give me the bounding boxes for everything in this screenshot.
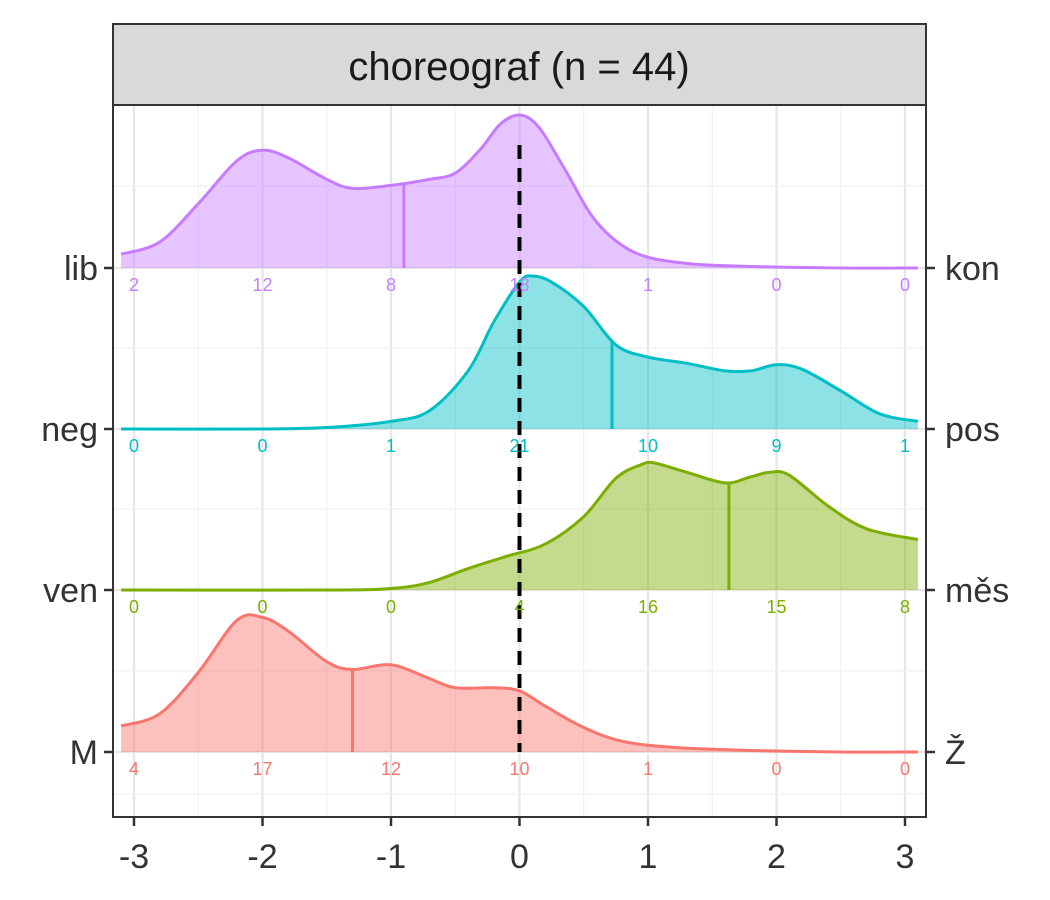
count-label: 1 xyxy=(386,436,396,456)
facet-strip-title: choreograf (n = 44) xyxy=(348,45,689,89)
y-label-right: Ž xyxy=(945,734,966,772)
count-label: 10 xyxy=(509,759,529,779)
x-tick-label: -1 xyxy=(376,838,406,876)
y-axis: lib kon neg pos ven měs M Ž xyxy=(41,250,1009,772)
count-label: 0 xyxy=(900,275,910,295)
x-tick-label: -3 xyxy=(119,838,149,876)
count-label: 0 xyxy=(129,597,139,617)
ridge-line xyxy=(121,460,919,592)
count-label: 15 xyxy=(766,597,786,617)
count-label: 16 xyxy=(638,597,658,617)
y-label-left: neg xyxy=(41,411,98,449)
count-label: 0 xyxy=(771,275,781,295)
count-label: 4 xyxy=(514,597,524,617)
y-label-left: M xyxy=(70,734,98,772)
count-label: 12 xyxy=(381,759,401,779)
count-label: 0 xyxy=(257,597,267,617)
y-label-right: kon xyxy=(945,250,1000,288)
count-label: 4 xyxy=(129,759,139,779)
count-label: 10 xyxy=(638,436,658,456)
count-label: 17 xyxy=(252,759,272,779)
count-label: 8 xyxy=(386,275,396,295)
y-label-right: pos xyxy=(945,411,1000,449)
count-labels: 2 12 8 18 1 0 00 0 1 21 10 9 10 0 0 4 16 15 84 17 12 10 1 0 0 xyxy=(129,275,910,779)
count-label: 0 xyxy=(771,759,781,779)
count-label: 9 xyxy=(771,436,781,456)
count-label: 12 xyxy=(252,275,272,295)
count-label: 0 xyxy=(257,436,267,456)
ridge-area xyxy=(121,614,918,753)
y-label-left: ven xyxy=(43,572,98,610)
x-tick-label: 3 xyxy=(896,838,915,876)
ridge-line xyxy=(120,613,918,754)
x-tick-label: 0 xyxy=(510,838,529,876)
count-label: 1 xyxy=(900,436,910,456)
count-label: 1 xyxy=(643,759,653,779)
ridge-ven xyxy=(121,460,919,592)
ridge-line xyxy=(121,274,919,431)
ridge-area xyxy=(121,462,918,591)
count-label: 8 xyxy=(900,597,910,617)
y-label-right: měs xyxy=(945,572,1009,610)
count-label: 0 xyxy=(386,597,396,617)
count-label: 18 xyxy=(509,275,529,295)
ridge-M xyxy=(120,613,918,754)
ridge-line xyxy=(120,113,918,270)
count-label: 2 xyxy=(129,275,139,295)
facet-strip xyxy=(112,23,927,106)
count-label: 0 xyxy=(900,759,910,779)
y-label-left: lib xyxy=(64,250,98,288)
x-axis: -3 -2 -1 0 1 2 3 xyxy=(119,817,915,876)
x-tick-label: 2 xyxy=(767,838,786,876)
x-tick-label: 1 xyxy=(639,838,658,876)
x-tick-label: -2 xyxy=(247,838,277,876)
count-label: 21 xyxy=(509,436,529,456)
count-label: 1 xyxy=(643,275,653,295)
count-label: 0 xyxy=(129,436,139,456)
